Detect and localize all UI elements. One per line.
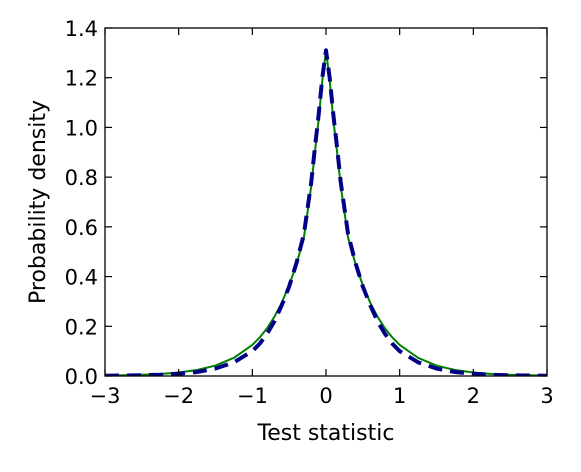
y-tick-label: 0.6	[65, 216, 98, 240]
x-axis-label: Test statistic	[257, 421, 395, 446]
x-tick-label: 0	[319, 384, 332, 408]
series-line-2	[105, 48, 547, 376]
x-tick-label: 2	[467, 384, 480, 408]
x-tick-label: −2	[163, 384, 194, 408]
series-layer	[105, 48, 547, 376]
tick-layer: −3 −2 −1 0 1 2 3 0.0 0.2 0.4 0.6 0.8 1.0 1.2 1.4	[65, 17, 554, 408]
y-tick-label: 1.2	[65, 67, 98, 91]
y-tick-label: 0.0	[65, 365, 98, 389]
y-tick-label: 1.0	[65, 116, 98, 140]
series-line-1	[105, 49, 547, 376]
y-axis-label: Probability density	[26, 100, 51, 304]
y-tick-label: 1.4	[65, 17, 98, 41]
x-tick-label: 1	[393, 384, 406, 408]
x-tick-label: −1	[237, 384, 268, 408]
y-tick-label: 0.8	[65, 166, 98, 190]
y-tick-label: 0.2	[65, 315, 98, 339]
y-tick-label: 0.4	[65, 266, 98, 290]
x-tick-label: −3	[90, 384, 121, 408]
x-tick-label: 3	[540, 384, 553, 408]
plot-frame	[104, 27, 548, 377]
